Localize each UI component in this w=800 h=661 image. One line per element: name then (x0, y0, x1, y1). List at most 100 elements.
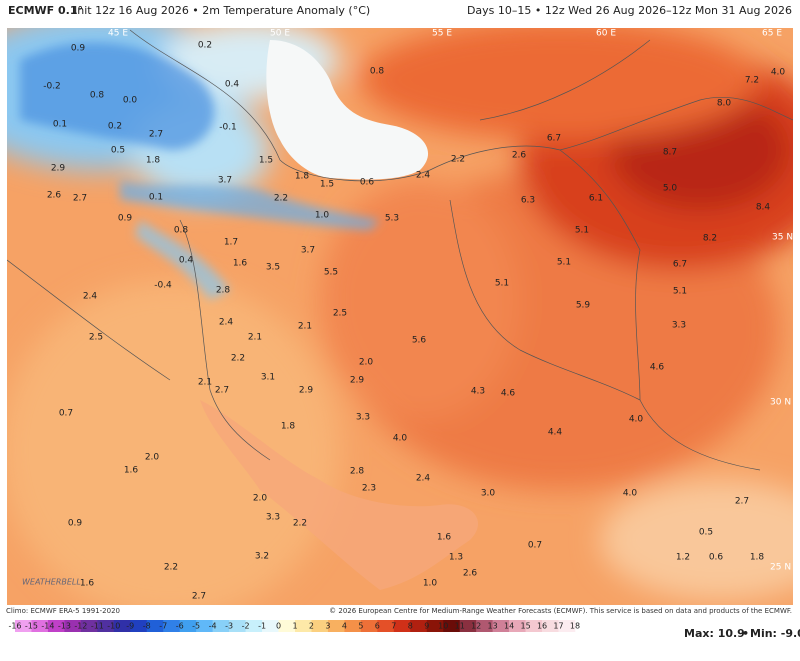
map-value: 0.8 (174, 226, 189, 236)
colorbar-swatch (327, 620, 345, 632)
map-value: 0.9 (118, 214, 133, 224)
colorbar-swatch (31, 620, 49, 632)
colorbar-swatch (443, 620, 461, 632)
map-value: 4.6 (650, 363, 665, 373)
map-value: 5.1 (495, 279, 509, 289)
map-value: 6.7 (547, 134, 561, 144)
map-value: -0.1 (219, 123, 237, 133)
map-value: 3.3 (266, 513, 280, 523)
colorbar-label: 12 (471, 622, 481, 631)
max-value: Max: 10.9 (684, 627, 745, 640)
grid-labels: 45 E 50 E 55 E 60 E 65 E 35 N 30 N 25 N (108, 29, 793, 573)
colorbar-swatch (410, 620, 428, 632)
map-value: 1.2 (676, 553, 690, 563)
map-value: 1.8 (750, 553, 765, 563)
map-value: 0.2 (108, 122, 122, 132)
colorbar-swatch (525, 620, 543, 632)
colorbar-label: 13 (488, 622, 498, 631)
header-bar (0, 0, 800, 20)
map-value: 5.6 (412, 336, 427, 346)
colorbar-swatch (229, 620, 246, 632)
colorbar-swatch (509, 620, 526, 632)
map-value: 2.0 (253, 494, 268, 504)
map-value: 4.0 (393, 434, 408, 444)
map-value: 5.3 (385, 214, 399, 224)
colorbar-label: 6 (375, 622, 380, 631)
map-value: 2.4 (83, 292, 98, 302)
map-value: 2.5 (333, 309, 347, 319)
map-value: 7.2 (745, 76, 759, 86)
map-value: 3.2 (255, 552, 269, 562)
map-value: 4.0 (623, 489, 638, 499)
colorbar-label: -5 (192, 622, 200, 631)
map-value: 2.0 (359, 358, 374, 368)
colorbar-swatch (377, 620, 395, 632)
map-value: -0.4 (154, 281, 172, 291)
colorbar-label: -11 (91, 622, 104, 631)
map-value: 2.7 (215, 386, 229, 396)
logo: WEATHERBELL (22, 578, 81, 587)
map-value: 2.7 (192, 592, 206, 602)
map-value: 0.6 (360, 178, 375, 188)
map-value: 0.7 (59, 409, 73, 419)
map-value: 2.1 (298, 322, 312, 332)
map-value: 1.6 (80, 579, 95, 589)
map-value: 4.0 (771, 68, 786, 78)
map-value: 2.9 (350, 376, 365, 386)
valid-period: Days 10–15 • 12z Wed 26 Aug 2026–12z Mon… (467, 4, 792, 17)
climo: Climo: ECMWF ERA-5 1991-2020 (6, 607, 120, 615)
map-value: 0.7 (528, 541, 542, 551)
map-field (7, 28, 793, 606)
colorbar-label: -2 (242, 622, 250, 631)
map-value: 8.2 (703, 234, 717, 244)
map-value: 4.0 (629, 415, 644, 425)
colorbar-label: 8 (408, 622, 413, 631)
colorbar-swatch (196, 620, 213, 632)
colorbar-swatch (146, 620, 164, 632)
colorbar-label: 3 (325, 622, 330, 631)
map-value: 8.0 (717, 99, 732, 109)
colorbar-swatch (212, 620, 230, 632)
colorbar-label: 5 (358, 622, 363, 631)
colorbar-label: 0 (276, 622, 281, 631)
colorbar-swatch (295, 620, 312, 632)
grid-label: 60 E (596, 29, 616, 39)
grid-label: 30 N (770, 398, 791, 408)
map-value: 1.0 (315, 211, 330, 221)
min-value: Min: -9.0 (750, 627, 800, 640)
map-value: 2.2 (451, 155, 465, 165)
colorbar-label: 16 (537, 622, 547, 631)
init-field: Init 12z 16 Aug 2026 • 2m Temperature An… (74, 4, 370, 17)
map-value: 3.1 (261, 373, 275, 383)
map-value: 0.1 (53, 120, 67, 130)
map-value: 2.0 (145, 453, 160, 463)
map-value: 2.6 (512, 151, 527, 161)
map-value: 0.5 (699, 528, 713, 538)
colorbar: -16 -15 -14 -13 -12 -11 -10 -9 -8 -7 -6 -5 -4 -3 -2 -1 0… (8, 620, 580, 632)
map-value: 1.6 (124, 466, 139, 476)
map-value: 1.6 (437, 533, 452, 543)
map-value: 5.5 (324, 268, 338, 278)
colorbar-swatch (459, 620, 477, 632)
colorbar-label: 18 (570, 622, 580, 631)
map-value: 0.0 (123, 96, 138, 106)
map-value: 2.3 (362, 484, 376, 494)
colorbar-label: 10 (438, 622, 448, 631)
grid-label: 35 N (772, 233, 793, 243)
map-value: 1.8 (281, 422, 296, 432)
map-value: 0.8 (90, 91, 105, 101)
colorbar-label: -4 (209, 622, 217, 631)
caspian-sea (266, 40, 429, 180)
map-value: 2.9 (299, 386, 314, 396)
colorbar-label: -1 (258, 622, 266, 631)
map-value: 6.3 (521, 196, 535, 206)
colorbar-label: -7 (159, 622, 167, 631)
map-value: 3.5 (266, 263, 280, 273)
map-value: 5.1 (575, 226, 589, 236)
colorbar-swatch (393, 620, 411, 632)
map-value: 2.9 (51, 164, 66, 174)
map-value: 2.8 (350, 467, 365, 477)
map-value: 2.2 (231, 354, 245, 364)
colorbar-label: 9 (424, 622, 429, 631)
separator: • (742, 627, 749, 640)
